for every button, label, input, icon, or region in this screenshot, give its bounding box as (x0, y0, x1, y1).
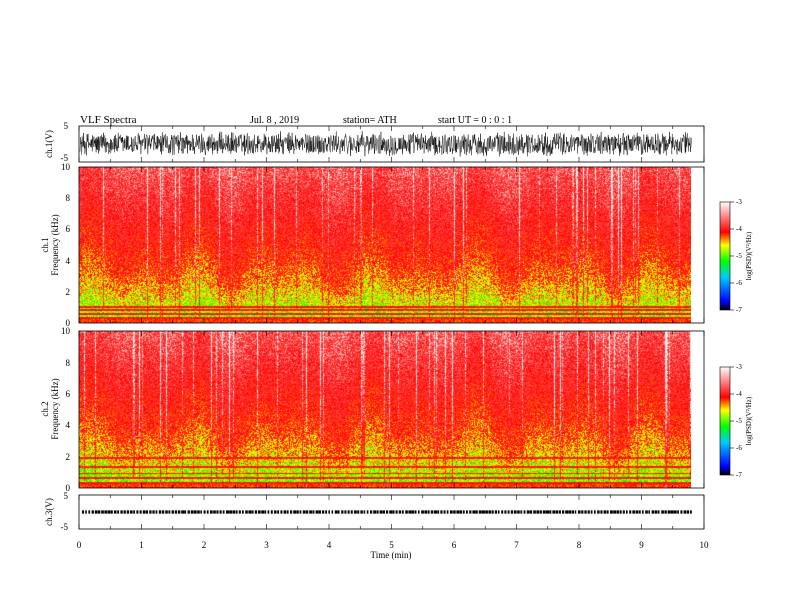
ch1-cb-tick-7: -7 (736, 306, 742, 314)
ch2-colorbar-label: log(PSD)(V²/Hz) (745, 396, 753, 445)
ch1-ytick-2: 2 (66, 287, 71, 297)
ch2-colorbar-ticks (730, 366, 734, 476)
ch3-waveform-panel: 5 -5 ch.3(V) 0 1 2 3 4 5 6 7 8 9 10 Time… (44, 491, 709, 560)
date-label: Jul. 8 , 2019 (250, 115, 299, 126)
ch1-cb-tick-6: -6 (736, 279, 742, 287)
ch2-channel-label: ch.2 (40, 401, 50, 416)
xtick-1: 1 (139, 540, 144, 550)
ch2-frequency-ticklabels: 0 2 4 6 8 10 (61, 326, 71, 493)
ch1-spectrogram-ticks (78, 167, 705, 323)
ch3-ytick-bottom: -5 (61, 522, 69, 532)
ch2-ytick-2: 2 (66, 452, 71, 462)
ch2-colorbar (720, 367, 730, 475)
ch2-cb-tick-4: -4 (736, 390, 742, 398)
ch2-spectrogram-ticks (78, 331, 705, 488)
ch2-ytick-8: 8 (66, 358, 71, 368)
xtick-5: 5 (389, 540, 394, 550)
ch1-waveform-line (79, 131, 692, 157)
ch1-colorbar (720, 202, 730, 310)
ch2-frequency-ylabel: Frequency (kHz) (50, 378, 60, 439)
start-time-label: start UT = 0 : 0 : 1 (438, 115, 512, 126)
ch1-colorbar-label: log(PSD)(V²/Hz) (745, 231, 753, 280)
xtick-6: 6 (452, 540, 457, 550)
ch3-ytick-top: 5 (64, 491, 69, 501)
ch1-cb-tick-4: -4 (736, 225, 742, 233)
xtick-9: 9 (639, 540, 644, 550)
ch1-waveform-trace (79, 131, 692, 157)
ch1-ytick-10: 10 (61, 162, 71, 172)
xtick-3: 3 (264, 540, 269, 550)
ch1-ytick-4: 4 (66, 256, 71, 266)
ch2-ytick-6: 6 (66, 389, 71, 399)
ch2-ytick-10: 10 (61, 326, 71, 336)
ch1-channel-label: ch.1 (40, 237, 50, 252)
ch1-cb-tick-5: -5 (736, 252, 742, 260)
ch1-ytick-bottom: -5 (61, 153, 69, 163)
ch2-spectrogram-panel: 0 2 4 6 8 10 ch.2 Frequency (kHz) -3 -4 … (40, 326, 753, 493)
figure-title: VLF Spectra (80, 114, 137, 126)
ch1-spectrogram-panel: 0 2 4 6 8 10 ch.1 Frequency (kHz) -3 -4 … (40, 162, 753, 328)
ch1-cb-tick-3: -3 (736, 198, 742, 206)
ch3-waveform-ylabel: ch.3(V) (44, 498, 54, 526)
ch1-ytick-6: 6 (66, 224, 71, 234)
xtick-0: 0 (77, 540, 82, 550)
ch1-waveform-ticks (78, 126, 705, 162)
ch2-ytick-4: 4 (66, 420, 71, 430)
xtick-2: 2 (202, 540, 207, 550)
station-label: station= ATH (343, 115, 397, 126)
ch3-waveform-ticks (78, 495, 705, 529)
ch1-waveform-ylabel: ch.1(V) (44, 130, 54, 158)
ch2-cb-tick-6: -6 (736, 444, 742, 452)
ch2-spectrogram-image (79, 331, 691, 488)
ch1-ytick-0: 0 (66, 318, 71, 328)
ch1-colorbar-ticks (730, 201, 734, 311)
ch2-ytick-0: 0 (66, 483, 71, 493)
ch1-frequency-ticklabels: 0 2 4 6 8 10 (61, 162, 71, 328)
ch1-frequency-ylabel: Frequency (kHz) (50, 214, 60, 275)
ch1-ytick-8: 8 (66, 193, 71, 203)
time-axis-ticklabels: 0 1 2 3 4 5 6 7 8 9 10 (77, 540, 709, 550)
ch1-spectrogram-image (79, 167, 691, 323)
xtick-10: 10 (700, 540, 710, 550)
xtick-8: 8 (577, 540, 582, 550)
xtick-7: 7 (514, 540, 519, 550)
ch2-cb-tick-7: -7 (736, 471, 742, 479)
ch1-waveform-panel: 5 -5 ch.1(V) (44, 121, 705, 163)
xtick-4: 4 (327, 540, 332, 550)
ch2-cb-tick-5: -5 (736, 417, 742, 425)
time-axis-xlabel: Time (min) (371, 550, 412, 560)
ch1-ytick-top: 5 (64, 121, 69, 131)
ch2-cb-tick-3: -3 (736, 363, 742, 371)
